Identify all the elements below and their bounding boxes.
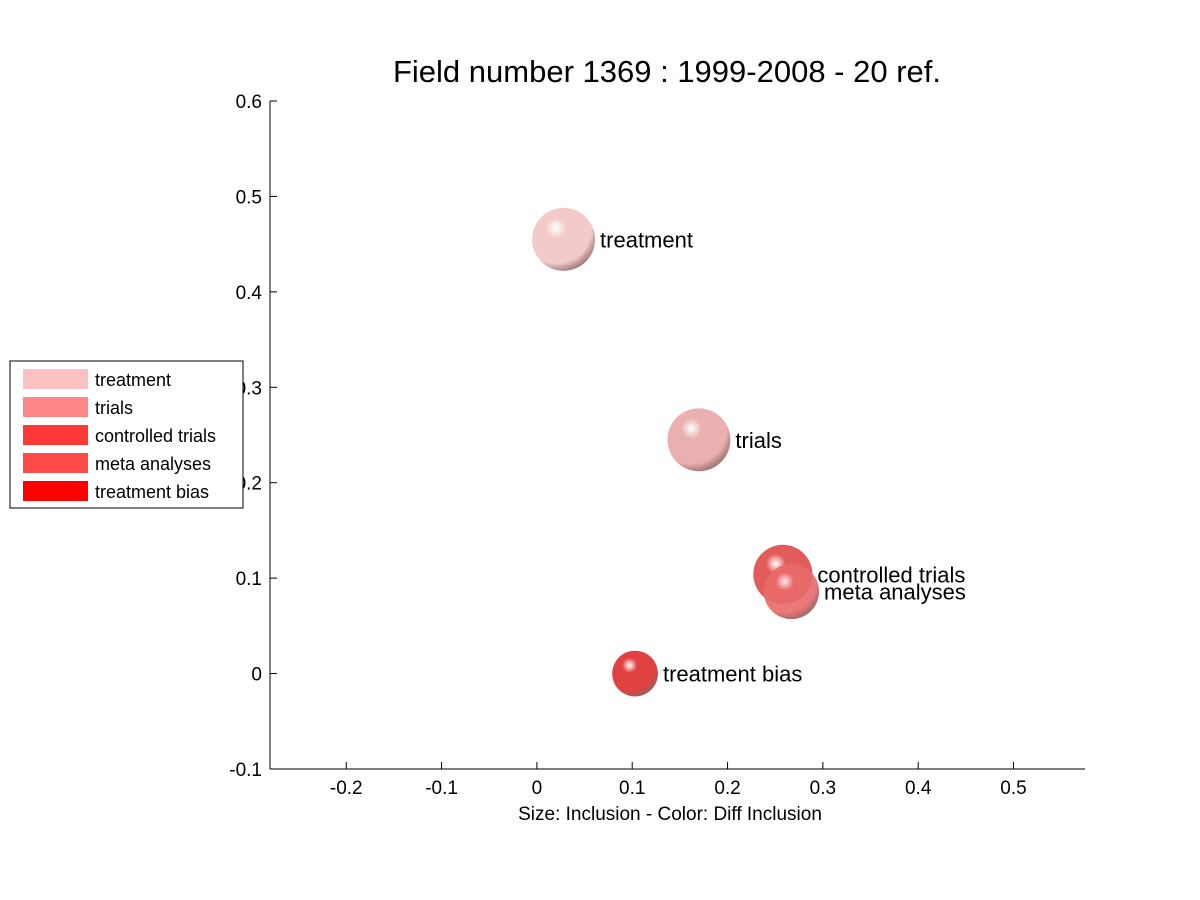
- x-tick-label: 0.4: [905, 778, 932, 799]
- bubble-label: controlled trials: [817, 562, 965, 587]
- bubble-label: trials: [735, 428, 781, 453]
- y-tick-label: 0.5: [236, 187, 262, 208]
- x-tick-label: 0.5: [1000, 778, 1026, 799]
- legend-swatch: [23, 425, 88, 445]
- y-tick-label: 0: [251, 665, 262, 686]
- bubble: [612, 650, 658, 697]
- y-tick-label: 0.4: [236, 283, 263, 304]
- legend-swatch: [23, 481, 88, 501]
- x-axis-label: Size: Inclusion - Color: Diff Inclusion: [518, 804, 822, 825]
- legend-label: controlled trials: [95, 426, 216, 446]
- bubble: [532, 207, 596, 271]
- x-tick-label: -0.1: [425, 778, 458, 799]
- legend: treatment trials controlled trials meta ana…: [9, 360, 244, 509]
- bubbles: [532, 207, 820, 697]
- y-tick-label: -0.1: [229, 760, 262, 781]
- x-tick-label: 0.3: [810, 778, 836, 799]
- bubble: [763, 563, 820, 620]
- legend-swatch: [23, 397, 88, 417]
- legend-label: treatment bias: [95, 482, 209, 502]
- bubble-label: meta analyses: [824, 580, 966, 605]
- y-ticks: -0.100.10.20.30.40.50.6: [229, 92, 277, 781]
- legend-swatch: [23, 453, 88, 473]
- legend-label: meta analyses: [95, 454, 211, 474]
- legend-swatch: [23, 369, 88, 389]
- x-ticks: -0.2 -0.1 0 0.1 0.2 0.3 0.4 0.5: [330, 762, 1027, 799]
- x-tick-label: -0.2: [330, 778, 363, 799]
- x-tick-label: 0.1: [619, 778, 645, 799]
- y-tick-label: 0.1: [236, 569, 262, 590]
- bubble-label: treatment bias: [663, 662, 802, 687]
- bubble: [667, 408, 731, 472]
- legend-label: treatment: [95, 370, 171, 390]
- legend-label: trials: [95, 398, 133, 418]
- y-tick-label: 0.6: [236, 92, 262, 113]
- x-tick-label: 0.2: [714, 778, 740, 799]
- chart-title: Field number 1369 : 1999-2008 - 20 ref.: [393, 54, 941, 89]
- x-tick-label: 0: [532, 778, 543, 799]
- bubble-label: treatment: [600, 227, 693, 252]
- axes: [269, 101, 1085, 770]
